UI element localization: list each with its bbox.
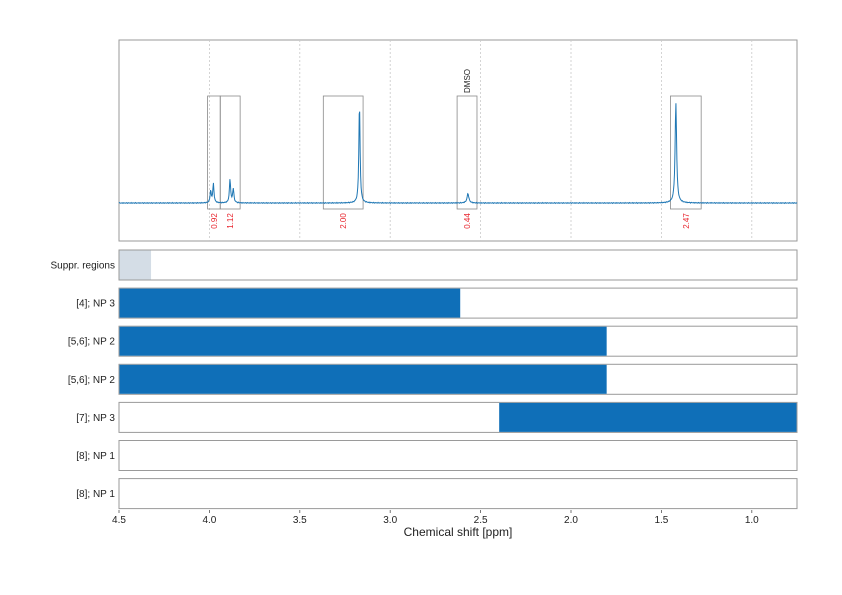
integral-box — [322, 95, 364, 210]
x-tick-label: 3.5 — [293, 515, 307, 526]
spectrum-panel: 0.92 1.12 2.00 0.44 2.47 DMSO — [118, 39, 798, 242]
x-tick-label: 4.0 — [202, 515, 216, 526]
x-tick-label: 1.0 — [745, 515, 759, 526]
spectrum-frame — [118, 39, 798, 242]
integral-box — [670, 95, 702, 210]
range-row-label: [8]; NP 1 — [76, 451, 115, 462]
range-row-label: [7]; NP 3 — [76, 413, 115, 424]
x-tick-label: 3.0 — [383, 515, 397, 526]
integral-label: 0.44 — [463, 213, 472, 229]
range-row-label: [8]; NP 1 — [76, 489, 115, 500]
range-bar — [119, 326, 607, 356]
x-tick-label: 2.0 — [564, 515, 578, 526]
x-axis-title: Chemical shift [ppm] — [404, 525, 513, 539]
range-row-frame — [118, 478, 798, 510]
range-row-label: [5,6]; NP 2 — [68, 375, 116, 386]
integral-box — [219, 95, 241, 210]
region-annotation: DMSO — [463, 69, 472, 93]
range-bar — [119, 250, 152, 280]
x-tick-label: 4.5 — [112, 515, 126, 526]
x-tick-label: 1.5 — [654, 515, 668, 526]
x-tick-label: 2.5 — [474, 515, 488, 526]
range-row-frame — [118, 440, 798, 471]
range-rows-panel: Suppr. regions [4]; NP 3 [5,6]; NP 2 [5,6];… — [51, 249, 798, 510]
range-row-label: Suppr. regions — [51, 261, 116, 272]
spectrum-line — [118, 103, 798, 205]
integral-label: 1.12 — [226, 213, 235, 229]
integral-label: 2.00 — [339, 213, 348, 229]
integral-label: 0.92 — [210, 213, 219, 229]
x-axis: 4.5 4.0 3.5 3.0 2.5 2.0 1.5 1.0 — [112, 510, 759, 526]
integral-label: 2.47 — [682, 213, 691, 229]
range-bar — [119, 288, 461, 318]
range-row-frame — [118, 249, 798, 281]
range-bar — [499, 402, 797, 432]
integral-box — [456, 95, 478, 210]
range-row-label: [5,6]; NP 2 — [68, 337, 116, 348]
range-row-label: [4]; NP 3 — [76, 299, 115, 310]
range-bar — [119, 364, 607, 394]
